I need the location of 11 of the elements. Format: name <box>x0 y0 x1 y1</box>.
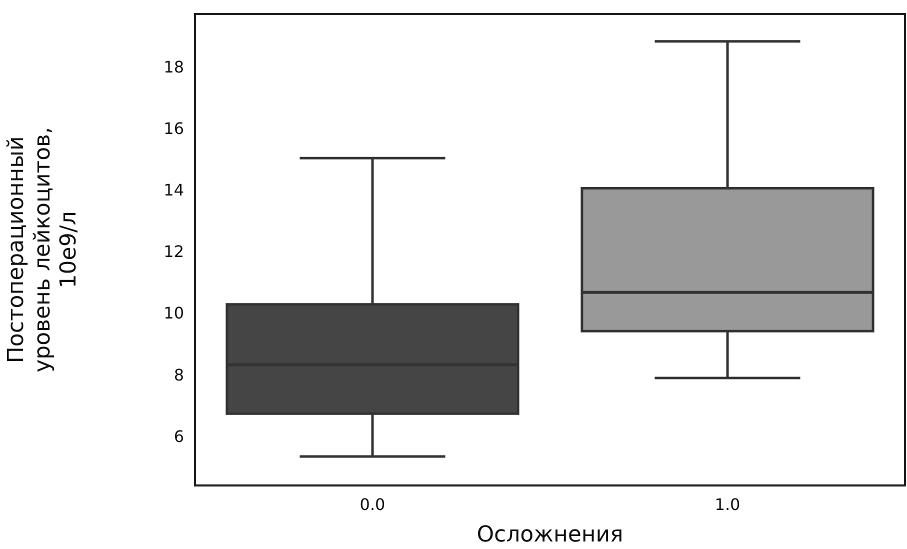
y-tick-label: 14 <box>164 180 184 200</box>
y-tick-label: 6 <box>174 426 184 446</box>
y-tick-label: 18 <box>164 57 184 76</box>
y-axis-title: Постоперационный уровень лейкоцитов, 10e9/л <box>4 126 82 372</box>
y-tick-label: 8 <box>174 365 184 384</box>
x-tick-label: 1.0 <box>714 495 740 514</box>
y-tick-label: 10 <box>164 304 184 323</box>
y-tick-label: 12 <box>164 242 184 262</box>
y-tick-label: 16 <box>164 118 184 138</box>
x-tick-label: 0.0 <box>360 495 386 514</box>
x-axis-title: Осложнения <box>476 522 624 548</box>
